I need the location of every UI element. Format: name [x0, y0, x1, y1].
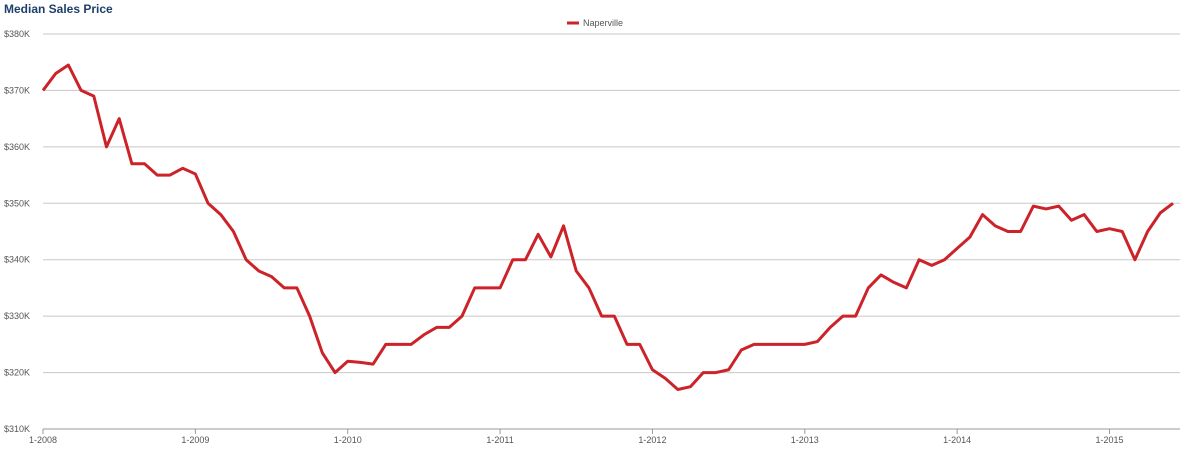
y-tick-label: $370K	[4, 85, 30, 95]
x-tick-label: 1-2012	[638, 435, 666, 445]
legend-label: Naperville	[583, 18, 623, 28]
y-tick-label: $360K	[4, 142, 30, 152]
x-tick-label: 1-2010	[334, 435, 362, 445]
y-tick-label: $330K	[4, 311, 30, 321]
x-tick-label: 1-2014	[943, 435, 971, 445]
y-tick-label: $310K	[4, 424, 30, 434]
data-line	[41, 63, 1174, 391]
x-tick-label: 1-2013	[791, 435, 819, 445]
x-tick-label: 1-2015	[1096, 435, 1124, 445]
y-tick-label: $320K	[4, 368, 30, 378]
y-tick-label: $340K	[4, 255, 30, 265]
x-tick-label: 1-2008	[29, 435, 57, 445]
x-tick-label: 1-2011	[486, 435, 513, 445]
chart-title: Median Sales Price	[4, 2, 113, 16]
x-tick-label: 1-2009	[181, 435, 209, 445]
y-tick-label: $350K	[4, 198, 30, 208]
y-tick-label: $380K	[4, 29, 30, 39]
